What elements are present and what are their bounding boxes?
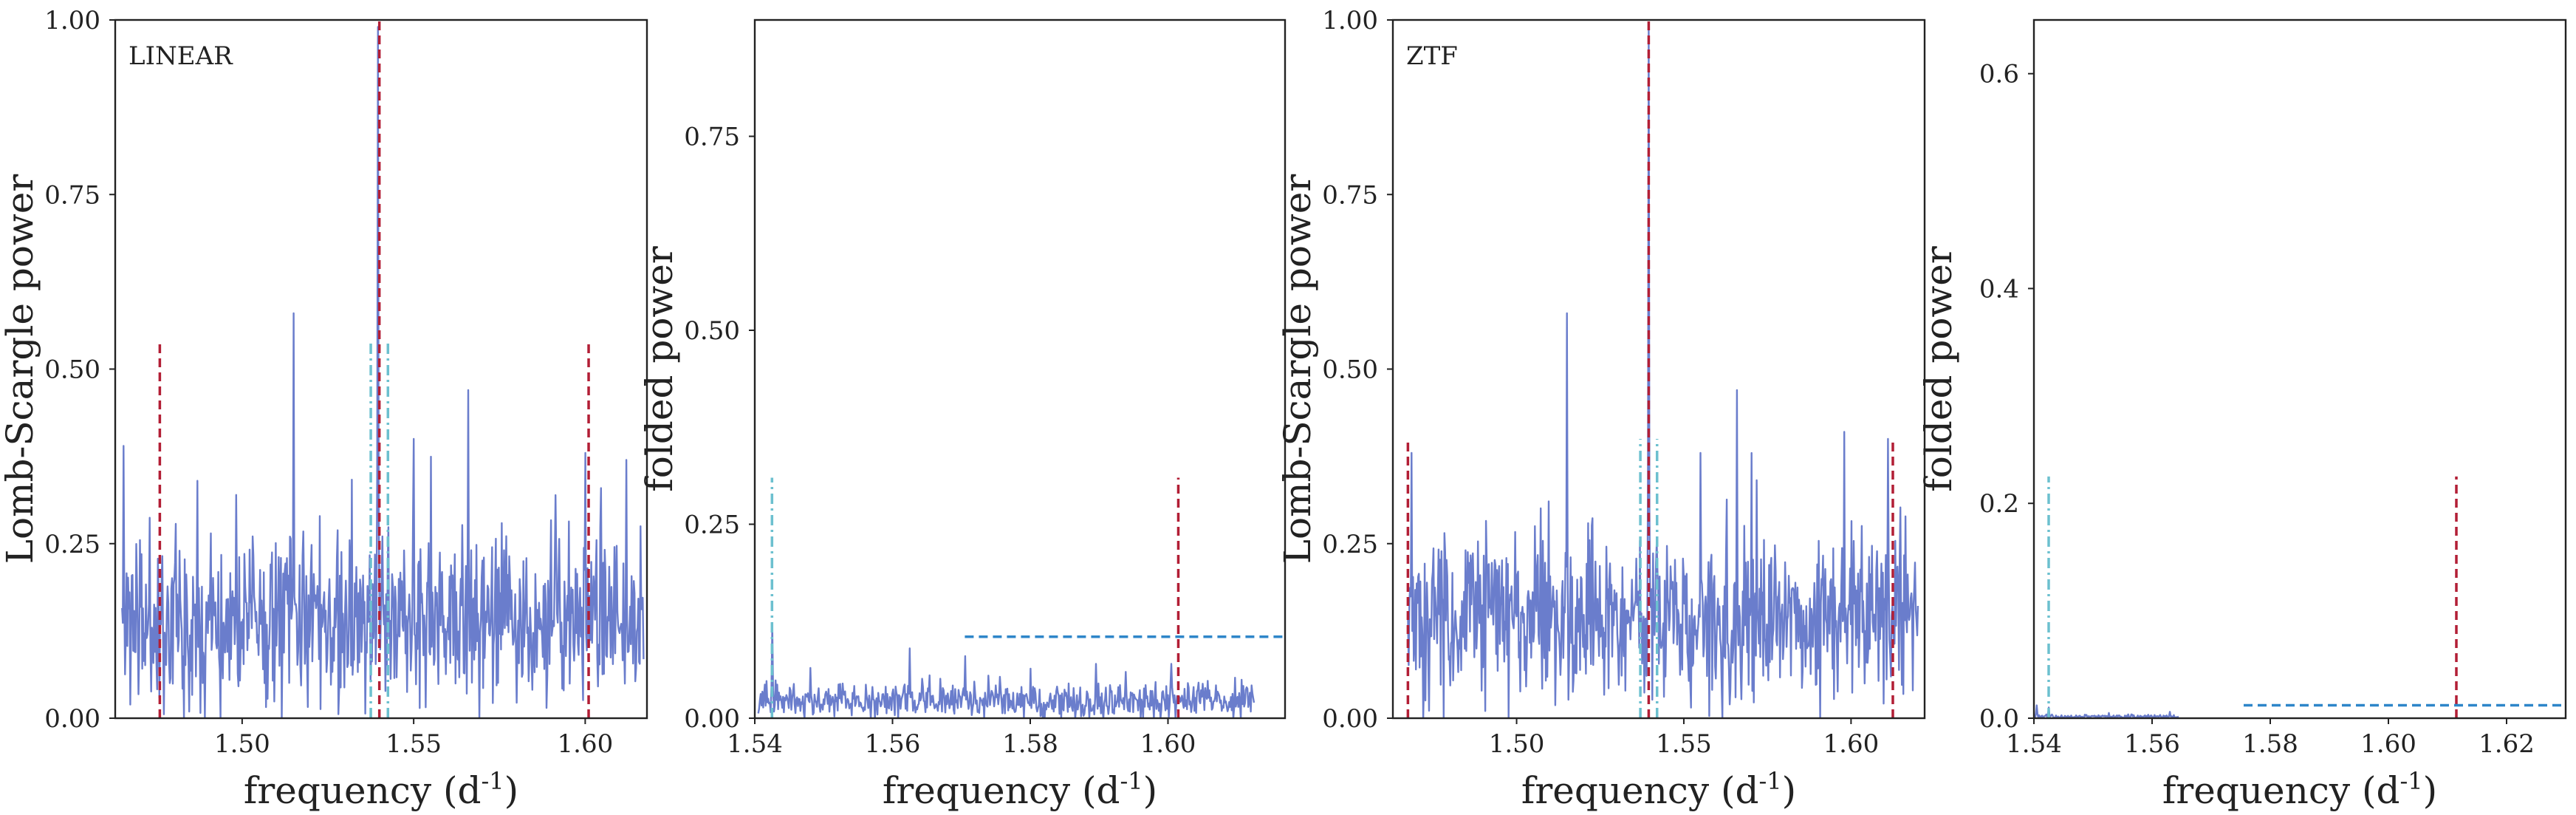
panel-label: ZTF (1406, 41, 1458, 71)
y-tick-label: 0.50 (44, 355, 100, 385)
y-tick-label: 0.25 (44, 530, 100, 559)
panel-4: 1.54 1.56 1.58 1.60 1.62 0.0 0.2 0.4 0.6 frequenc… (1917, 18, 2567, 812)
x-tick-label: 1.60 (558, 729, 614, 759)
y-tick-label: 0.4 (1979, 274, 2019, 304)
x-tick-label: 1.55 (386, 729, 442, 759)
y-tick-label: 0.2 (1979, 489, 2019, 519)
y-tick-label: 0.75 (684, 123, 740, 152)
y-axis-label: Lomb-Scargle power (0, 174, 41, 565)
x-axis-label: frequency (d-1) (2162, 767, 2437, 812)
x-tick-label: 1.62 (2479, 729, 2535, 759)
x-tick-label: 1.56 (865, 729, 921, 759)
x-tick-label: 1.58 (2242, 729, 2298, 759)
x-tick-label: 1.60 (1140, 729, 1196, 759)
series-line-1 (1407, 26, 1919, 718)
y-tick-label: 0.00 (1322, 704, 1378, 734)
panel-2: 1.54 1.56 1.58 1.60 0.00 0.25 0.50 0.75 frequenc… (638, 18, 1287, 812)
x-tick-label: 1.58 (1002, 729, 1058, 759)
x-axis-label: frequency (d-1) (244, 767, 518, 812)
axes-frame (753, 18, 1287, 720)
series-line-1 (757, 624, 1256, 718)
y-tick-label: 0.50 (684, 316, 740, 346)
y-tick-label: 0.50 (1322, 355, 1378, 385)
y-tick-label: 0.00 (44, 704, 100, 734)
series-line-1 (2034, 704, 2179, 718)
y-tick-label: 1.00 (44, 6, 100, 35)
axes-frame (2032, 18, 2567, 720)
x-tick-label: 1.54 (2006, 729, 2062, 759)
x-tick-label: 1.50 (1489, 729, 1545, 759)
x-axis-label: frequency (d-1) (883, 767, 1157, 812)
x-tick-label: 1.60 (1823, 729, 1880, 759)
y-tick-label: 0.25 (1322, 530, 1378, 559)
y-tick-label: 0.75 (44, 180, 100, 210)
panel-3: 1.50 1.55 1.60 0.00 0.25 0.50 0.75 1.00 frequenc… (1276, 6, 1926, 812)
y-tick-label: 1.00 (1322, 6, 1378, 35)
y-tick-label: 0.25 (684, 511, 740, 540)
y-axis-label: folded power (1917, 246, 1960, 492)
x-tick-label: 1.56 (2124, 729, 2180, 759)
y-tick-label: 0.75 (1322, 180, 1378, 210)
panel-1: 1.50 1.55 1.60 0.00 0.25 0.50 0.75 1.00 frequenc… (0, 6, 648, 812)
panel-label: LINEAR (129, 41, 233, 71)
x-tick-label: 1.54 (727, 729, 783, 759)
series-line-1 (121, 26, 645, 718)
y-tick-label: 0.0 (1979, 704, 2019, 734)
y-tick-label: 0.6 (1979, 60, 2019, 89)
x-tick-label: 1.60 (2360, 729, 2416, 759)
x-axis-label: frequency (d-1) (1521, 767, 1796, 812)
y-axis-label: Lomb-Scargle power (1276, 174, 1319, 565)
x-tick-label: 1.50 (214, 729, 270, 759)
y-axis-label: folded power (638, 246, 681, 492)
x-tick-label: 1.55 (1656, 729, 1712, 759)
y-tick-label: 0.00 (684, 704, 740, 734)
